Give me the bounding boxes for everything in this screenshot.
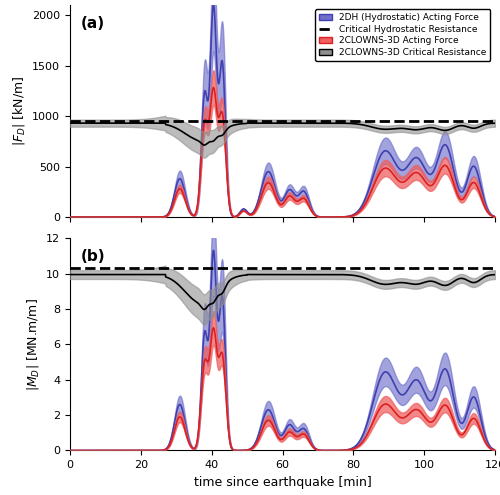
- Text: (a): (a): [80, 15, 105, 31]
- X-axis label: time since earthquake [min]: time since earthquake [min]: [194, 476, 372, 489]
- Text: (b): (b): [80, 249, 105, 264]
- Legend: 2DH (Hydrostatic) Acting Force, Critical Hydrostatic Resistance, 2CLOWNS-3D Acti: 2DH (Hydrostatic) Acting Force, Critical…: [315, 9, 490, 61]
- Y-axis label: $|M_D|$ [MN.m/m]: $|M_D|$ [MN.m/m]: [24, 298, 40, 391]
- Y-axis label: $|F_D|$ [kN/m]: $|F_D|$ [kN/m]: [10, 76, 26, 146]
